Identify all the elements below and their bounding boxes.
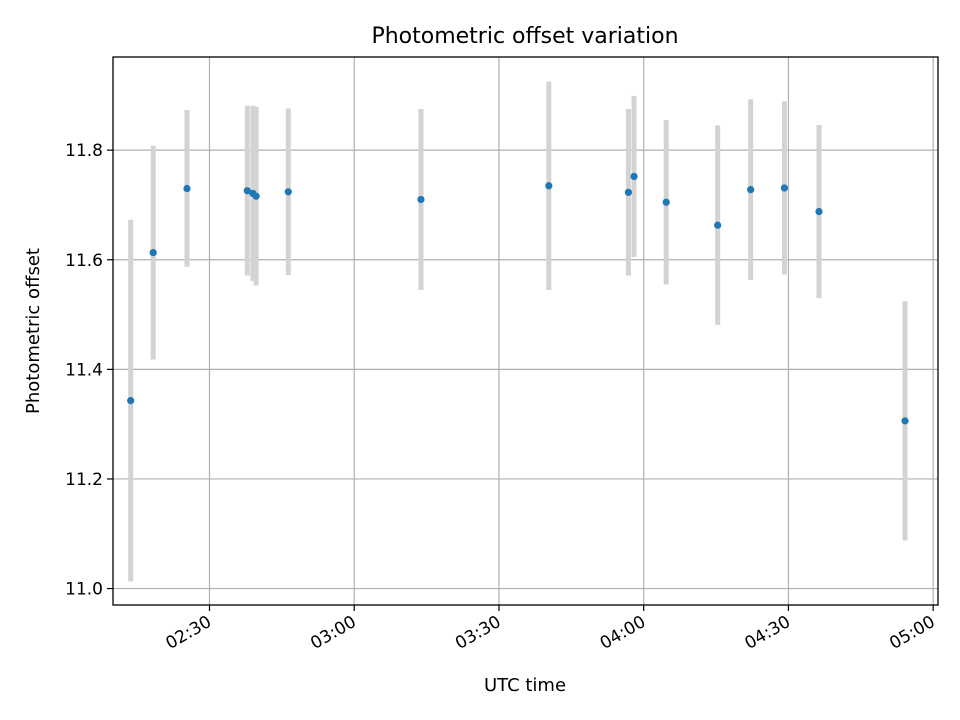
- grid: [113, 57, 938, 605]
- ticks: 02:30 03:00 03:30 04:00 04:30 05:00 11.0 11.2 11…: [65, 141, 939, 654]
- data-point: [417, 195, 425, 204]
- chart-title: Photometric offset variation: [371, 24, 678, 49]
- x-tick-label: 04:00: [597, 612, 649, 654]
- x-tick-label: 05:00: [886, 612, 938, 654]
- data-point: [630, 172, 638, 181]
- y-tick-label: 11.4: [65, 360, 103, 380]
- data-point: [662, 198, 670, 206]
- y-tick-label: 11.2: [65, 470, 103, 490]
- data-point: [183, 184, 191, 193]
- x-tick-label: 03:00: [307, 612, 359, 654]
- data-point: [127, 396, 135, 405]
- plot-frame: [112, 56, 939, 606]
- y-axis-label: Photometric offset: [23, 248, 44, 414]
- y-tick-label: 11.6: [65, 251, 103, 271]
- data-point: [747, 186, 755, 194]
- y-tick-label: 11.0: [65, 580, 103, 600]
- x-tick-label: 03:30: [452, 612, 504, 654]
- y-tick-label: 11.8: [65, 141, 103, 161]
- data-point: [545, 182, 553, 190]
- data-point: [714, 221, 722, 229]
- data-point: [243, 187, 251, 195]
- data-point: [149, 249, 157, 257]
- data-point: [815, 207, 823, 216]
- data-points: [127, 172, 909, 425]
- data-point: [624, 188, 633, 196]
- x-axis-label: UTC time: [484, 675, 566, 696]
- data-point: [901, 417, 909, 425]
- data-point: [780, 184, 789, 192]
- data-point: [252, 192, 260, 200]
- data-point: [284, 188, 292, 196]
- x-tick-label: 02:30: [163, 612, 215, 654]
- x-tick-label: 04:30: [742, 612, 794, 654]
